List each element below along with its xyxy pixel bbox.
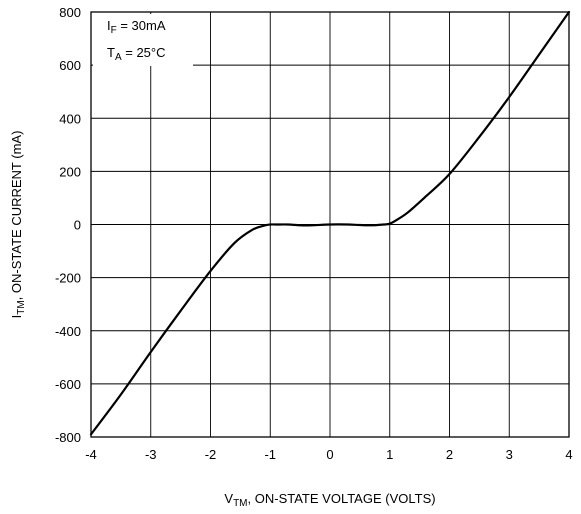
- y-tick-label-5: 200: [59, 164, 81, 179]
- plot-frame: [90, 11, 570, 438]
- x-tick-label-5: 1: [386, 447, 393, 462]
- x-tick-label-7: 3: [506, 447, 513, 462]
- y-tick-label-1: -600: [55, 377, 81, 392]
- x-tick-label-8: 4: [565, 447, 572, 462]
- forward-current-annotation: IF = 30mA: [107, 18, 166, 36]
- y-tick-label-6: 400: [59, 111, 81, 126]
- y-tick-label-8: 800: [59, 5, 81, 20]
- x-tick-label-4: 0: [326, 447, 333, 462]
- x-tick-label-1: -3: [145, 447, 157, 462]
- conditions-legend: IF = 30mA TA = 25°C: [93, 14, 193, 66]
- on-state-iv-curve: [89, 10, 571, 436]
- y-tick-label-3: -200: [55, 271, 81, 286]
- x-tick-label-0: -4: [85, 447, 97, 462]
- y-tick-label-0: -800: [55, 430, 81, 445]
- legend-background: [93, 14, 193, 66]
- y-tick-label-2: -400: [55, 324, 81, 339]
- tick-labels: -4 -3 -2 -1 0 1 2 3 4 -800 -600 -400 -200 0 200 400 600 8…: [55, 5, 573, 462]
- x-axis-label: VTM, ON-STATE VOLTAGE (VOLTS): [224, 491, 435, 509]
- y-tick-label-7: 600: [59, 58, 81, 73]
- y-axis-label: ITM, ON-STATE CURRENT (mA): [9, 131, 27, 319]
- x-tick-label-2: -2: [205, 447, 217, 462]
- y-tick-label-4: 0: [74, 218, 81, 233]
- x-tick-label-3: -1: [264, 447, 276, 462]
- ambient-temperature-annotation: TA = 25°C: [107, 45, 166, 63]
- x-tick-label-6: 2: [446, 447, 453, 462]
